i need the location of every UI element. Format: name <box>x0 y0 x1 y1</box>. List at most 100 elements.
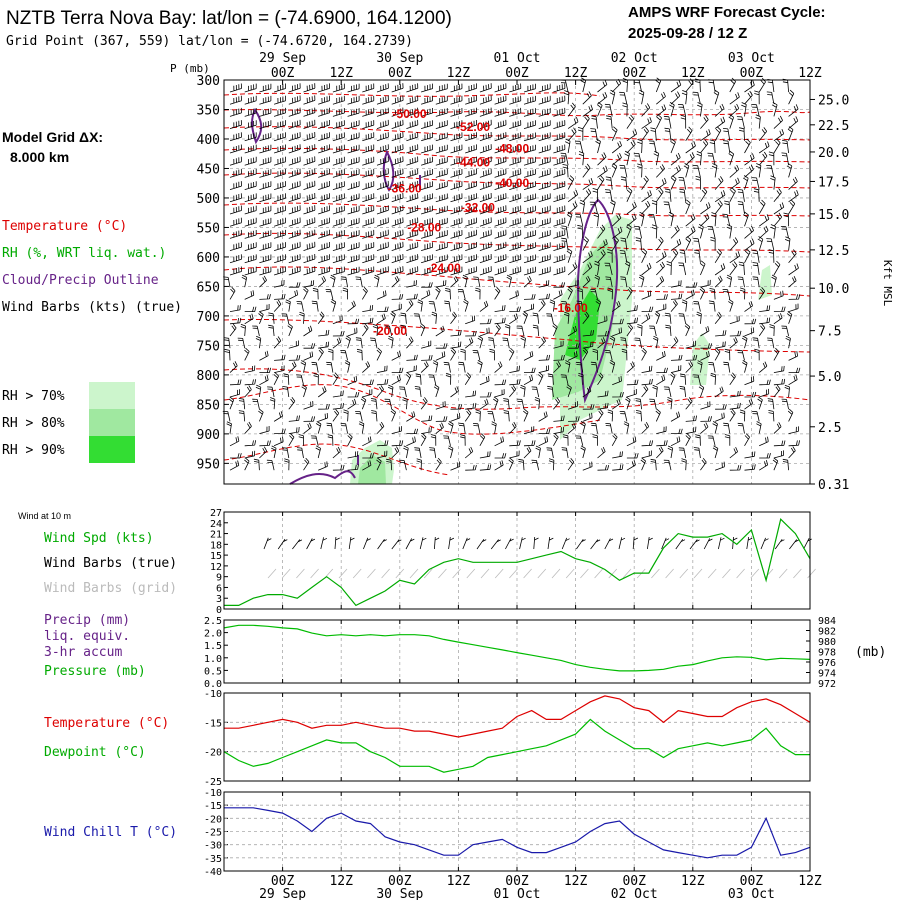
hour-tick-label: 12Z <box>564 66 588 81</box>
day-label: 03 Oct <box>728 51 775 66</box>
hour-tick-label: 12Z <box>564 874 588 889</box>
page-title: NZTB Terra Nova Bay: lat/lon = (-74.6900… <box>6 8 452 29</box>
hour-tick-label: 00Z <box>388 874 412 889</box>
pressure-tick-label: 650 <box>197 280 220 295</box>
legend-windchill: Wind Chill T (°C) <box>44 825 177 840</box>
hour-tick-label: 12Z <box>681 66 705 81</box>
hour-tick-label: 00Z <box>505 874 529 889</box>
y-tick-label: -15 <box>204 801 222 812</box>
height-tick-label: 7.5 <box>818 325 841 340</box>
y-right-tick-label: 982 <box>818 627 836 638</box>
isotherm-label: -52.00 <box>456 120 490 134</box>
forecast-cycle-label: AMPS WRF Forecast Cycle: <box>628 4 826 21</box>
isotherm-line <box>223 109 811 117</box>
y-tick-label: 0 <box>216 605 222 616</box>
legend-rh-80-swatch <box>89 409 135 436</box>
panel-frame <box>223 791 811 872</box>
day-label: 01 Oct <box>494 887 541 900</box>
series-line <box>223 624 811 672</box>
height-tick-label: 25.0 <box>818 93 849 108</box>
legend-wind-speed: Wind Spd (kts) <box>44 531 154 546</box>
legend-temp: Temperature (°C) <box>44 716 169 731</box>
bottom-time-axis: 00Z 12Z 00Z 12Z 00Z 12Z 00Z 12Z 00Z 12Z 29 Sep 30 S… <box>259 874 822 900</box>
height-ticks: 25.0 22.5 20.0 17.5 15.0 12.5 10.0 7.5 5.0 2.5 0.3… <box>810 93 849 493</box>
hour-tick-label: 12Z <box>329 874 353 889</box>
y-right-tick-label: 984 <box>818 616 836 627</box>
grid-point-label: Grid Point (367, 559) lat/lon = (-74.672… <box>6 34 413 49</box>
isotherm-label: -48.00 <box>495 141 529 155</box>
legend-cloud: Cloud/Precip Outline <box>2 273 159 288</box>
isotherm-line <box>223 266 811 297</box>
hour-tick-label: 12Z <box>329 66 353 81</box>
height-tick-label: 22.5 <box>818 119 849 134</box>
y-right-tick-label: 974 <box>818 669 836 680</box>
hour-tick-label: 00Z <box>271 66 295 81</box>
pressure-unit-label: (mb) <box>855 645 886 660</box>
y-right-tick-label: 980 <box>818 637 836 648</box>
hour-tick-label: 12Z <box>447 66 471 81</box>
y-tick-label: 6 <box>216 583 222 594</box>
legend-wind-barbs-true: Wind Barbs (true) <box>44 556 177 571</box>
series-line <box>223 718 810 773</box>
isotherm-label: -16.00 <box>554 301 588 315</box>
pressure-tick-label: 800 <box>197 369 220 384</box>
cloud-outlines <box>251 108 619 485</box>
y-tick-label: 0.5 <box>204 666 222 677</box>
y-tick-label: 2.5 <box>204 616 222 627</box>
pressure-tick-label: 300 <box>197 74 220 89</box>
top-time-axis: 00Z 12Z 00Z 12Z 00Z 12Z 00Z 12Z 00Z 12Z 29 Sep 30 S… <box>259 51 822 85</box>
hour-tick-label: 12Z <box>798 66 822 81</box>
y-tick-label: -10 <box>204 689 222 700</box>
wind-barbs <box>222 77 801 471</box>
height-tick-label: 2.5 <box>818 421 841 436</box>
legend-3hr-accum: 3-hr accum <box>44 645 122 660</box>
series-line <box>224 695 811 738</box>
isotherm-label: -28.00 <box>407 220 441 234</box>
cloud-outline <box>382 149 395 192</box>
isotherm-line <box>223 202 811 217</box>
forecast-cycle-value: 2025-09-28 / 12 Z <box>628 25 747 42</box>
height-axis-label: Kft MSL <box>881 260 894 307</box>
day-label: 30 Sep <box>376 51 423 66</box>
wind-chill-panel: -40 -35 -30 -25 -20 -15 -10 <box>204 788 811 878</box>
pressure-tick-label: 350 <box>197 103 220 118</box>
y-tick-label: 9 <box>216 573 222 584</box>
day-label: 30 Sep <box>376 887 423 900</box>
legend-rh: RH (%, WRT liq. wat.) <box>2 246 166 261</box>
rh-shading <box>350 215 772 484</box>
y-tick-label: 1.0 <box>204 654 222 665</box>
height-tick-label: 17.5 <box>818 175 849 190</box>
isotherm-label: -24.00 <box>427 261 461 275</box>
day-label: 02 Oct <box>611 51 658 66</box>
y-tick-label: -25 <box>204 777 222 788</box>
legend-rh-80: RH > 80% <box>2 416 65 431</box>
y-right-tick-label: 978 <box>818 648 836 659</box>
legend-pressure: Pressure (mb) <box>44 664 146 679</box>
isotherm-label: -50.00 <box>393 107 427 121</box>
hour-tick-label: 00Z <box>740 874 764 889</box>
y-right-tick-label: 972 <box>818 679 836 690</box>
y-tick-label: -30 <box>204 841 222 852</box>
pressure-tick-label: 750 <box>197 339 220 354</box>
pressure-tick-label: 600 <box>197 251 220 266</box>
cloud-outline <box>576 198 619 404</box>
y-tick-label: 24 <box>210 519 222 530</box>
legend-liq-equiv: liq. equiv. <box>44 629 130 644</box>
height-tick-label: 10.0 <box>818 282 849 297</box>
isotherm-line <box>223 232 811 253</box>
wind-subtitle: Wind at 10 m <box>18 511 71 521</box>
isotherm-line <box>223 92 601 97</box>
pressure-tick-label: 700 <box>197 310 220 325</box>
pressure-tick-label: 500 <box>197 192 220 207</box>
legend-rh-90: RH > 90% <box>2 443 65 458</box>
model-grid-label: Model Grid ΔX: <box>2 129 103 145</box>
y-tick-label: 3 <box>216 594 222 605</box>
y-tick-label: -10 <box>204 788 222 799</box>
isotherm-line <box>223 126 811 141</box>
hour-tick-label: 00Z <box>271 874 295 889</box>
legend-wind-barbs: Wind Barbs (kts) (true) <box>2 300 182 315</box>
pressure-tick-label: 850 <box>197 398 220 413</box>
height-tick-label: 15.0 <box>818 208 849 223</box>
pressure-tick-label: 950 <box>197 457 220 472</box>
